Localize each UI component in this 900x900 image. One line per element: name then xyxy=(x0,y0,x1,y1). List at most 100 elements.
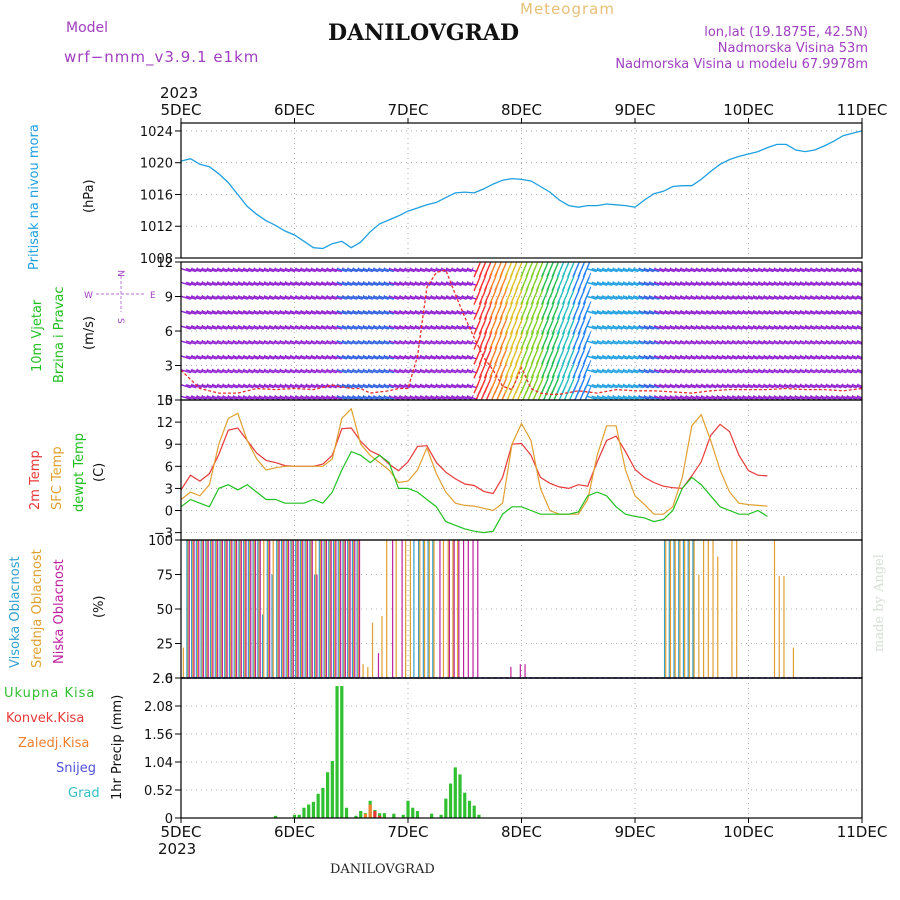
ytick-label-precip: 0.52 xyxy=(144,784,173,799)
wind-barb xyxy=(627,267,639,273)
wind-barb xyxy=(232,267,243,273)
wind-barb xyxy=(315,395,327,400)
wind-barb xyxy=(551,363,559,379)
wind-barb xyxy=(279,267,290,273)
wind-barb xyxy=(336,340,347,345)
precip-bar-total xyxy=(344,807,349,818)
wind-barb xyxy=(530,320,538,335)
wind-barb xyxy=(669,325,680,330)
wind-barb xyxy=(773,384,784,389)
wind-barb xyxy=(799,355,810,360)
wind-barb xyxy=(242,267,254,273)
wind-barb xyxy=(253,267,264,273)
precip-bar-total xyxy=(316,793,320,818)
wind-barb xyxy=(700,340,712,345)
wind-barb xyxy=(232,384,243,389)
wind-barb xyxy=(248,369,259,374)
wind-barb xyxy=(789,295,800,300)
wind-barb xyxy=(747,267,758,273)
wind-barb xyxy=(393,340,405,345)
wind-barb xyxy=(700,310,712,315)
wind-barb xyxy=(373,281,384,287)
wind-barb xyxy=(473,262,481,278)
wind-barb-tick xyxy=(557,375,561,380)
ytick-label-temp: 6 xyxy=(165,460,173,475)
wind-barb xyxy=(300,295,311,300)
wind-barb xyxy=(352,325,363,330)
wind-barb xyxy=(726,369,738,374)
wind-barb xyxy=(582,276,590,292)
wind-barb xyxy=(731,325,743,330)
wind-barb xyxy=(711,310,722,315)
wind-barb xyxy=(737,340,748,345)
wind-barb xyxy=(809,395,821,400)
precip-bar-total xyxy=(307,804,311,818)
wind-barb xyxy=(483,320,492,335)
wind-barb xyxy=(320,395,332,400)
wind-barb xyxy=(648,384,660,389)
wind-barb-tick xyxy=(500,331,503,336)
wind-barb xyxy=(768,384,779,389)
wind-barb xyxy=(373,325,384,330)
wind-barb xyxy=(315,295,327,300)
wind-barb xyxy=(456,267,467,273)
wind-barb xyxy=(499,305,507,320)
ytick-label-wind: 0 xyxy=(165,394,173,409)
wind-barb xyxy=(582,350,590,365)
wind-barb-tick xyxy=(526,301,529,306)
wind-barb xyxy=(258,340,269,345)
wind-barb xyxy=(799,325,810,330)
wind-barb xyxy=(279,281,290,287)
wind-barb xyxy=(435,369,446,374)
wind-barb xyxy=(367,395,379,400)
wind-barb xyxy=(196,267,207,273)
wind-barb xyxy=(320,384,332,389)
wind-barb xyxy=(695,310,706,315)
wind-barb xyxy=(601,355,613,360)
wind-barb xyxy=(393,369,405,374)
wind-barb xyxy=(425,325,436,330)
wind-barb xyxy=(778,355,790,360)
wind-barb xyxy=(336,281,347,287)
wind-barb xyxy=(664,267,675,273)
wind-barb xyxy=(664,369,675,374)
wind-barb xyxy=(473,276,481,292)
wind-barb xyxy=(763,369,774,374)
wind-barb xyxy=(399,295,410,300)
wind-barb xyxy=(783,384,795,389)
wind-barb xyxy=(851,395,862,400)
wind-barb xyxy=(373,340,384,345)
wind-barb xyxy=(336,369,347,374)
wind-barb xyxy=(393,395,405,400)
wind-barb xyxy=(768,267,779,273)
wind-barb xyxy=(711,325,722,330)
wind-barb xyxy=(232,325,243,330)
wind-barb xyxy=(341,267,353,273)
wind-barb xyxy=(638,295,649,300)
wind-barb xyxy=(815,310,826,315)
wind-barb xyxy=(232,369,243,374)
coordinates: lon,lat (19.1875E, 42.5N) xyxy=(704,25,868,40)
wind-barb xyxy=(561,363,570,379)
wind-barb xyxy=(804,310,816,315)
wind-barb xyxy=(346,325,358,330)
wind-barb xyxy=(572,335,580,350)
wind-barb xyxy=(809,325,821,330)
wind-barb xyxy=(414,369,426,374)
wind-barb xyxy=(830,369,842,374)
wind-barb xyxy=(841,340,852,345)
temp-dewpt-line xyxy=(180,450,768,534)
wind-barb xyxy=(206,384,217,389)
wind-barb xyxy=(378,325,389,330)
wind-barb xyxy=(551,290,559,305)
wind-barb xyxy=(504,378,512,394)
wind-barb xyxy=(346,369,358,374)
wind-barb xyxy=(577,378,585,394)
wind-barb xyxy=(799,295,810,300)
wind-barb-tick xyxy=(484,346,488,351)
wind-barb-tick xyxy=(531,331,535,336)
wind-barb-tick xyxy=(547,375,550,380)
wind-barb xyxy=(535,276,544,292)
precip-bar-total xyxy=(273,815,278,818)
wind-barb xyxy=(567,378,575,394)
